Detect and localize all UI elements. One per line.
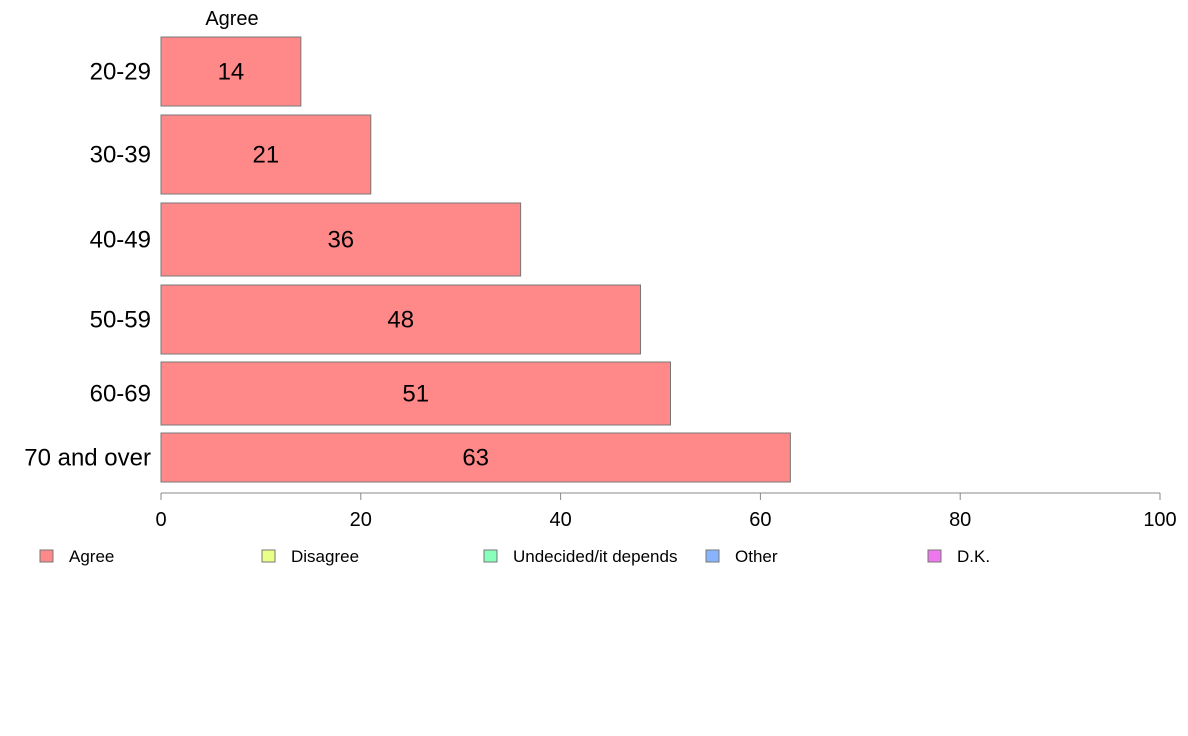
legend-label: Disagree — [291, 547, 359, 566]
bar-value-label: 63 — [462, 445, 489, 472]
legend-swatch — [705, 549, 720, 563]
legend-swatch — [927, 549, 942, 563]
bar-value-label: 21 — [253, 142, 280, 169]
legend-label: Agree — [69, 547, 114, 566]
legend-swatch — [483, 549, 498, 563]
bar-value-label: 14 — [218, 59, 245, 86]
x-tick-label: 0 — [155, 509, 166, 531]
bar — [160, 284, 642, 355]
x-axis: 0 20 40 60 80 100 — [155, 492, 1177, 531]
bars: 14 20-29 21 30-39 36 40-49 48 50-59 51 60-69 63 70 … — [24, 36, 791, 483]
legend-label: Other — [735, 547, 778, 566]
bar — [160, 36, 302, 107]
x-tick-label: 80 — [949, 509, 971, 531]
bar — [160, 202, 522, 277]
x-tick-label: 100 — [1143, 509, 1176, 531]
bar-value-label: 36 — [327, 227, 354, 254]
column-header: Agree — [205, 8, 258, 30]
category-label: 60-69 — [90, 381, 151, 408]
legend: Agree Disagree Undecided/it depends Other D.… — [39, 547, 990, 566]
category-label: 50-59 — [90, 307, 151, 334]
bar-value-label: 51 — [402, 381, 429, 408]
category-label: 40-49 — [90, 227, 151, 254]
x-tick-label: 20 — [350, 509, 372, 531]
x-tick-label: 40 — [549, 509, 571, 531]
category-label: 30-39 — [90, 142, 151, 169]
legend-swatch — [261, 549, 276, 563]
bar — [160, 432, 791, 483]
bar — [160, 114, 372, 195]
x-tick-label: 60 — [749, 509, 771, 531]
legend-label: Undecided/it depends — [513, 547, 677, 566]
category-label: 70 and over — [24, 445, 151, 472]
legend-swatch — [39, 549, 54, 563]
bar — [160, 361, 671, 426]
bar-value-label: 48 — [387, 307, 414, 334]
legend-label: D.K. — [957, 547, 990, 566]
category-label: 20-29 — [90, 59, 151, 86]
